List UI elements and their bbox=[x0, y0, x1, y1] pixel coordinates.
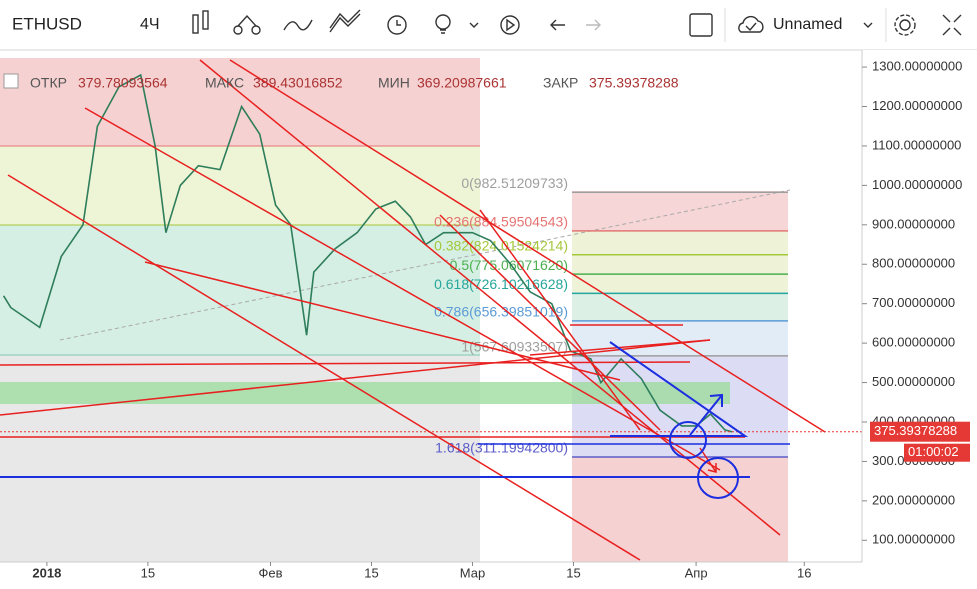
drawings-backgrounds bbox=[0, 58, 791, 562]
x-tick-label: Апр bbox=[685, 565, 708, 580]
x-tick-label: Фев bbox=[258, 565, 282, 580]
fib-label: 1(567.60933507) bbox=[461, 339, 568, 355]
x-tick-label: 15 bbox=[141, 565, 155, 580]
last-price-tag bbox=[870, 421, 970, 442]
toolbar-icons[interactable] bbox=[192, 9, 962, 37]
y-tick-label: 700.00000000 bbox=[872, 295, 955, 310]
legend-toggle[interactable] bbox=[3, 73, 19, 89]
symbol[interactable]: ETHUSD bbox=[12, 14, 82, 33]
y-tick-label: 1200.00000000 bbox=[872, 98, 962, 113]
y-tick-label: 900.00000000 bbox=[872, 216, 955, 231]
trend-lines bbox=[0, 59, 826, 561]
ohlc-value: 379.78093564 bbox=[78, 75, 168, 91]
ohlc-label: ОТКР bbox=[30, 75, 67, 91]
fib-label: 0(982.51209733) bbox=[461, 175, 568, 191]
axes: 100.00000000200.00000000300.00000000400.… bbox=[32, 59, 970, 580]
interval[interactable]: 4Ч bbox=[140, 16, 160, 33]
y-tick-label: 800.00000000 bbox=[872, 256, 955, 271]
ohlc-value: 369.20987661 bbox=[417, 75, 507, 91]
x-tick-label: 2018 bbox=[32, 565, 61, 580]
y-tick-label: 1300.00000000 bbox=[872, 59, 962, 74]
y-tick-label: 500.00000000 bbox=[872, 374, 955, 389]
last-price-label: 375.39378288 bbox=[874, 423, 957, 438]
layout-name[interactable]: Unnamed bbox=[773, 16, 842, 33]
x-tick-label: Мар bbox=[460, 565, 485, 580]
blue-drawings bbox=[0, 341, 790, 499]
y-tick-label: 1000.00000000 bbox=[872, 177, 962, 192]
ohlc-label: ЗАКР bbox=[543, 75, 578, 91]
fib-label: 0.236(884.59504543) bbox=[434, 214, 568, 230]
y-tick-label: 200.00000000 bbox=[872, 492, 955, 507]
ohlc-value: 389.43016852 bbox=[253, 75, 343, 91]
y-tick-label: 1100.00000000 bbox=[872, 137, 961, 152]
x-tick-label: 15 bbox=[364, 565, 378, 580]
ohlc-label: МАКС bbox=[205, 75, 244, 91]
y-tick-label: 600.00000000 bbox=[872, 335, 955, 350]
y-tick-label: 100.00000000 bbox=[872, 532, 955, 547]
ohlc-label: МИН bbox=[378, 75, 410, 91]
countdown-tag bbox=[904, 443, 970, 462]
toolbar bbox=[0, 0, 977, 50]
ohlc-value: 375.39378288 bbox=[589, 75, 679, 91]
x-tick-label: 15 bbox=[566, 565, 580, 580]
x-tick-label: 16 bbox=[797, 565, 811, 580]
ohlc-legend: ОТКР 379.78093564 МАКС 389.43016852 МИН … bbox=[30, 75, 679, 91]
countdown: 01:00:02 bbox=[908, 444, 959, 459]
fib-label: 0.5(775.06071620) bbox=[450, 257, 568, 273]
fib-label: 0.618(726.10216628) bbox=[434, 276, 568, 292]
